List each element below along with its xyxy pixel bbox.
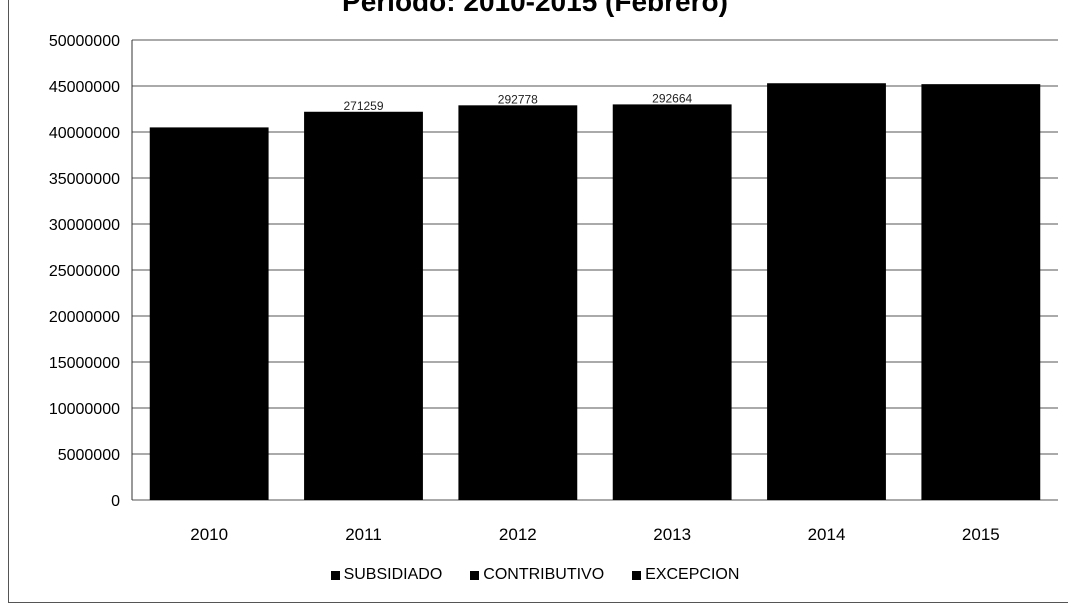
bar-2015 bbox=[921, 84, 1041, 500]
legend-swatch bbox=[330, 570, 340, 580]
legend-label: EXCEPCION bbox=[645, 566, 740, 583]
bar-2011 bbox=[304, 111, 423, 500]
bar-2013 bbox=[612, 104, 732, 501]
bar-2010 bbox=[149, 127, 269, 501]
bar-2012 bbox=[458, 105, 578, 500]
data-label: 271259 bbox=[343, 99, 383, 113]
legend-swatch bbox=[632, 570, 642, 580]
x-tick-label: 2012 bbox=[499, 525, 537, 544]
legend-swatch bbox=[470, 570, 480, 580]
chart-title: Periodo: 2010-2015 (Febrero) bbox=[342, 0, 728, 17]
y-tick-label: 5000000 bbox=[58, 447, 120, 464]
legend-label: SUBSIDIADO bbox=[343, 566, 443, 583]
legend-item-subsidiado: SUBSIDIADO bbox=[330, 566, 443, 584]
data-label: 292664 bbox=[652, 91, 692, 105]
y-tick-label: 35000000 bbox=[49, 171, 120, 188]
chart-legend: SUBSIDIADO CONTRIBUTIVO EXCEPCION bbox=[0, 566, 1070, 584]
y-tick-label: 40000000 bbox=[49, 125, 120, 142]
legend-label: CONTRIBUTIVO bbox=[483, 566, 605, 583]
x-tick-label: 2015 bbox=[962, 525, 1000, 544]
y-tick-label: 20000000 bbox=[49, 309, 120, 326]
legend-item-contributivo: CONTRIBUTIVO bbox=[470, 566, 604, 584]
y-tick-label: 30000000 bbox=[49, 217, 120, 234]
x-tick-label: 2010 bbox=[190, 525, 228, 544]
y-tick-label: 15000000 bbox=[49, 355, 120, 372]
bar-2014 bbox=[767, 83, 886, 501]
data-label: 292778 bbox=[498, 92, 538, 106]
y-tick-label: 10000000 bbox=[49, 401, 120, 418]
y-tick-label: 50000000 bbox=[49, 33, 120, 50]
x-tick-label: 2014 bbox=[808, 525, 846, 544]
x-tick-label: 2011 bbox=[345, 525, 382, 544]
legend-item-excepcion: EXCEPCION bbox=[632, 566, 739, 584]
x-tick-label: 2013 bbox=[653, 525, 691, 544]
chart-frame bbox=[8, 0, 1068, 603]
y-tick-label: 0 bbox=[111, 493, 120, 510]
y-tick-label: 25000000 bbox=[49, 263, 120, 280]
y-tick-label: 45000000 bbox=[49, 79, 120, 96]
